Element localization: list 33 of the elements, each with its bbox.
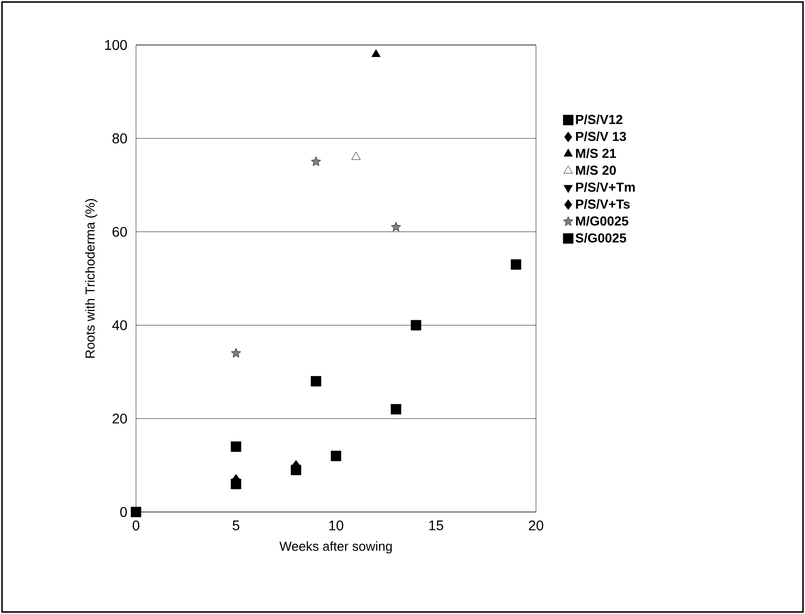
point bbox=[410, 320, 422, 330]
point bbox=[230, 441, 242, 452]
y-tick-label: 0 bbox=[120, 507, 127, 517]
point bbox=[231, 348, 241, 358]
y-axis-title: Roots with Trichoderma (%) bbox=[85, 199, 98, 358]
x-tick-label: 5 bbox=[232, 520, 240, 530]
legend-label: M/S 20 bbox=[576, 165, 616, 176]
y-tick-label: 40 bbox=[112, 320, 127, 330]
point bbox=[510, 259, 522, 270]
point bbox=[351, 152, 361, 160]
legend-label: M/G0025 bbox=[576, 216, 628, 226]
x-tick-label: 10 bbox=[329, 520, 344, 530]
legend-label: P/S/V+Ts bbox=[576, 199, 630, 209]
point bbox=[311, 156, 321, 166]
x-tick-label: 20 bbox=[528, 520, 544, 530]
point bbox=[371, 49, 381, 58]
legend-label: M/S 21 bbox=[576, 148, 616, 158]
legend-label: P/S/V 13 bbox=[576, 131, 626, 142]
y-tick-label: 100 bbox=[105, 40, 127, 50]
point bbox=[130, 506, 142, 518]
x-axis-title: Weeks after sowing bbox=[279, 541, 392, 554]
legend-label: S/G0025 bbox=[576, 233, 626, 243]
x-tick-label: 0 bbox=[132, 520, 140, 530]
point bbox=[391, 222, 401, 232]
point bbox=[310, 376, 322, 386]
y-tick-label: 20 bbox=[112, 414, 127, 424]
y-tick-label: 60 bbox=[112, 226, 127, 237]
legend-label: P/S/V+Tm bbox=[576, 182, 635, 192]
point bbox=[390, 404, 402, 414]
legend-label: P/S/V12 bbox=[576, 114, 622, 124]
point bbox=[330, 450, 342, 462]
x-tick-label: 15 bbox=[429, 520, 444, 530]
y-tick-label: 80 bbox=[112, 133, 127, 144]
